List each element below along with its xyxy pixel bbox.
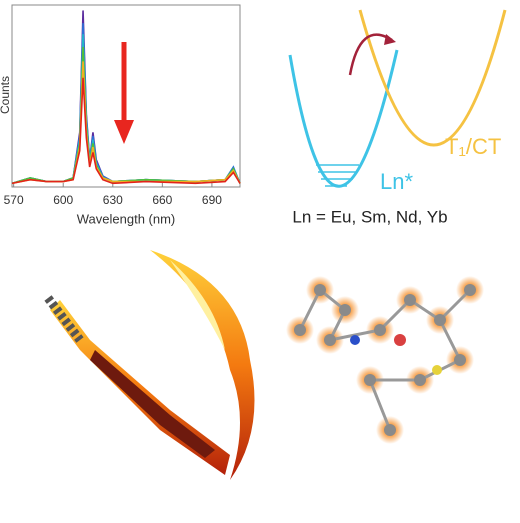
x-tick-label: 660 (152, 193, 172, 207)
decrease-arrow-head (114, 120, 134, 144)
transfer-arrow-head (384, 34, 396, 45)
molecule (286, 276, 484, 444)
energy-levels (316, 164, 359, 187)
ln-curve (288, 49, 399, 188)
t1-label: T₁/CT (445, 134, 501, 159)
ln-label: Ln* (380, 169, 413, 194)
spectrum-line (11, 77, 241, 185)
plot-frame (11, 4, 241, 188)
caption: Ln = Eu, Sm, Nd, Yb (292, 207, 447, 226)
x-tick-label: 570 (4, 193, 24, 207)
x-tick-label: 600 (53, 193, 73, 207)
y-axis-label: Counts (0, 76, 12, 114)
x-tick-label: 630 (103, 193, 123, 207)
t1-curve (358, 9, 507, 147)
spectrum-chart: Counts Wavelength (nm) 570 600 630 660 690 (0, 4, 241, 226)
x-axis-label: Wavelength (nm) (77, 211, 176, 226)
energy-diagram: Ln* T₁/CT Ln = Eu, Sm, Nd, Yb (288, 9, 507, 226)
flame-sword (44, 250, 255, 480)
x-tick-label: 690 (202, 193, 222, 207)
